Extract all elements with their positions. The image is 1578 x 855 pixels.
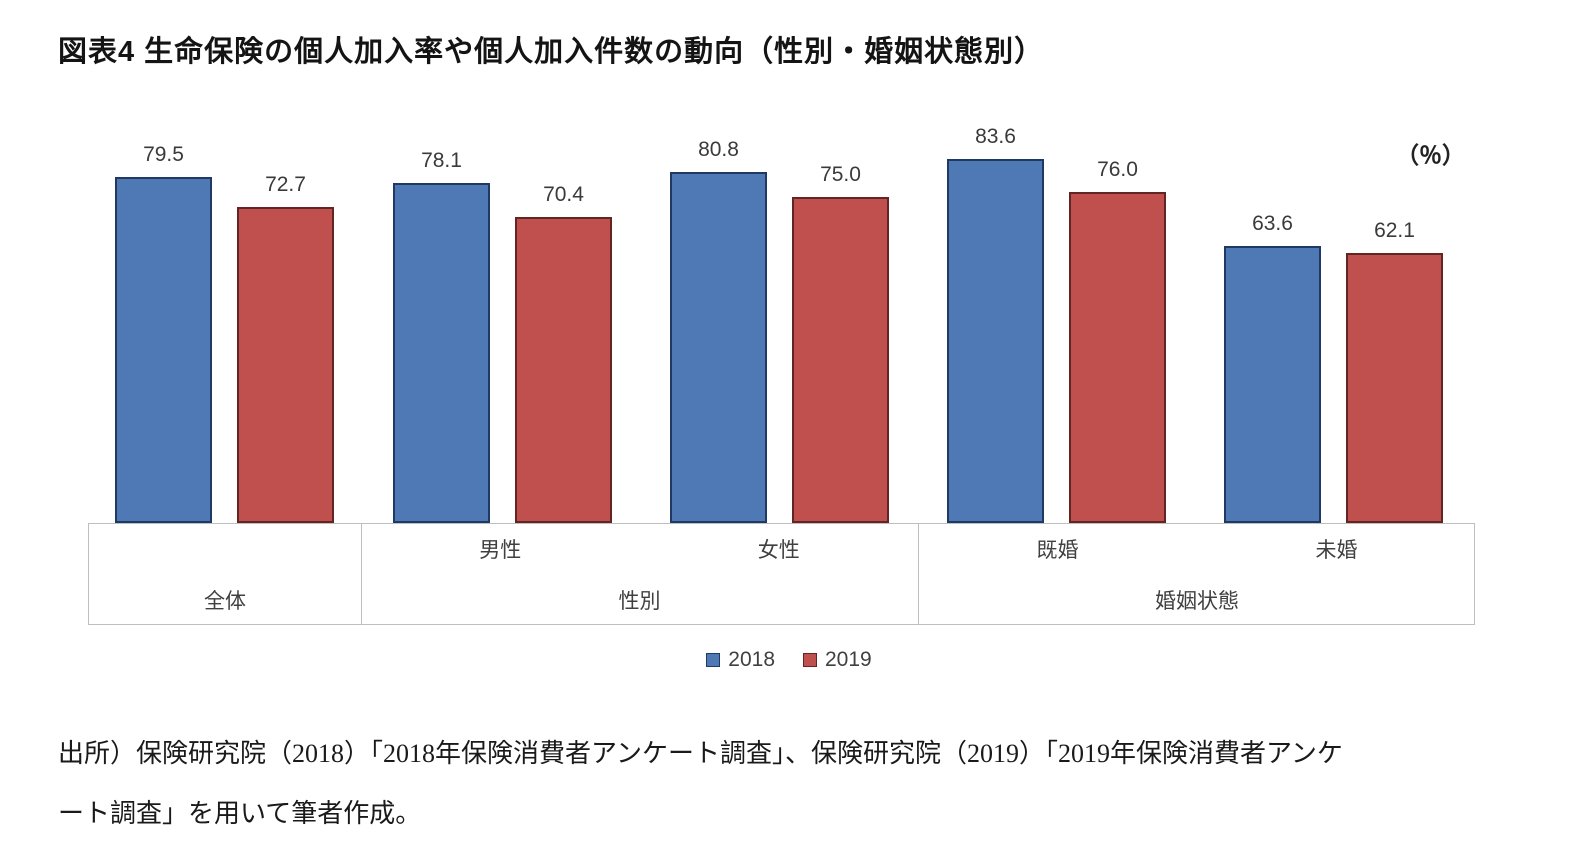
bar-2018-全体 xyxy=(115,177,212,523)
axis-subcategory-label-男性: 男性 xyxy=(479,539,522,562)
bar-2018-既婚 xyxy=(947,159,1044,523)
axis-group-label-婚姻状態: 婚姻状態 xyxy=(1155,589,1239,613)
bar-value-label: 83.6 xyxy=(975,125,1016,148)
legend-swatch-2018 xyxy=(706,653,721,667)
chart-title: 図表4 生命保険の個人加入率や個人加入件数の動向（性別・婚姻状態別） xyxy=(58,36,1045,68)
legend-label-2019: 2019 xyxy=(825,648,872,671)
bar-value-label: 70.4 xyxy=(543,183,584,206)
bar-2019-未婚 xyxy=(1346,253,1443,523)
bar-value-label: 63.6 xyxy=(1252,212,1293,235)
axis-subcategory-label-既婚: 既婚 xyxy=(1036,539,1079,562)
bar-value-label: 79.5 xyxy=(143,143,184,166)
bar-2018-男性 xyxy=(393,183,490,523)
bar-value-label: 75.0 xyxy=(820,163,861,186)
unit-label: （％） xyxy=(1396,142,1465,168)
bar-2019-女性 xyxy=(792,197,889,523)
bar-value-label: 76.0 xyxy=(1097,158,1138,181)
bar-2018-女性 xyxy=(670,172,767,523)
source-note-line2: ート調査」を用いて筆者作成。 xyxy=(58,799,422,828)
axis-group-label-性別: 性別 xyxy=(618,589,661,613)
bar-value-label: 62.1 xyxy=(1374,219,1415,242)
bar-2019-全体 xyxy=(237,207,334,523)
bar-2018-未婚 xyxy=(1224,246,1321,523)
category-axis: 全体 性別 男性 女性婚姻状態 既婚 未婚 xyxy=(88,523,1475,625)
legend-item-2019: 2019 xyxy=(803,648,872,672)
bar-chart-plot-area: 79.5 78.1 80.8 83.6 63.6 72.7 70.4 75.0 76.0 62.1 xyxy=(88,85,1475,523)
bar-2019-男性 xyxy=(515,217,612,523)
source-note: 出所）保険研究院（2018）「2018年保険消費者アンケート調査」、保険研究院（… xyxy=(58,724,1528,844)
bar-value-label: 72.7 xyxy=(265,173,306,196)
source-note-line1: 出所）保険研究院（2018）「2018年保険消費者アンケート調査」、保険研究院（… xyxy=(58,739,1343,768)
axis-subcategory-label-未婚: 未婚 xyxy=(1315,539,1358,562)
axis-group-separator xyxy=(918,524,919,624)
legend-swatch-2019 xyxy=(803,653,817,667)
legend-item-2018: 2018 xyxy=(706,648,775,672)
bar-value-label: 80.8 xyxy=(698,138,739,161)
chart-legend: 2018 2019 xyxy=(0,648,1578,672)
bar-value-label: 78.1 xyxy=(421,149,462,172)
axis-group-label-全体: 全体 xyxy=(204,589,246,613)
axis-subcategory-label-女性: 女性 xyxy=(757,539,800,562)
legend-label-2018: 2018 xyxy=(728,648,775,671)
bar-2019-既婚 xyxy=(1069,192,1166,523)
axis-group-separator xyxy=(361,524,362,624)
